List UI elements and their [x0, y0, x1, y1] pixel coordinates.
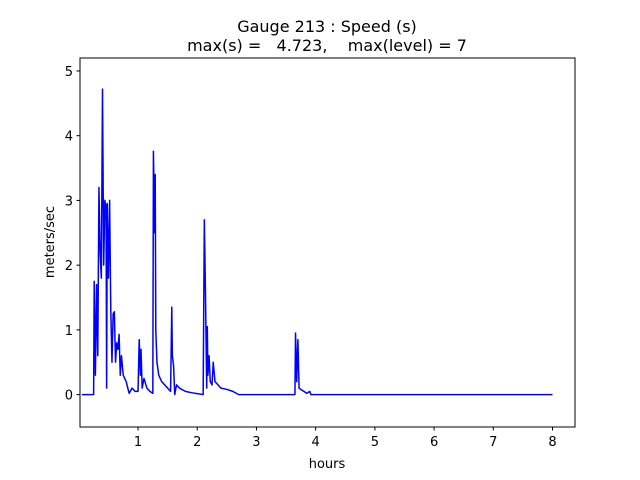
y-tick-label: 5 — [65, 65, 73, 80]
x-tick-label: 1 — [134, 435, 142, 450]
plot-frame — [79, 57, 576, 428]
x-tick-label: 5 — [371, 435, 379, 450]
x-axis-label: hours — [309, 457, 346, 472]
y-tick-label: 4 — [65, 130, 73, 145]
x-tick-label: 7 — [489, 435, 497, 450]
x-tick-label: 2 — [193, 435, 201, 450]
x-tick-label: 6 — [430, 435, 438, 450]
y-tick-label: 0 — [65, 389, 73, 404]
y-axis-label: meters/sec — [43, 206, 58, 278]
chart-title: Gauge 213 : Speed (s) — [237, 17, 417, 36]
y-tick-label: 2 — [65, 259, 73, 274]
chart-subtitle: max(s) = 4.723, max(level) = 7 — [187, 36, 467, 55]
data-line — [81, 88, 553, 396]
x-tick-label: 4 — [312, 435, 320, 450]
y-tick-label: 3 — [65, 194, 73, 209]
y-tick-label: 1 — [65, 324, 73, 339]
x-tick-label: 3 — [252, 435, 260, 450]
x-tick-label: 8 — [548, 435, 556, 450]
